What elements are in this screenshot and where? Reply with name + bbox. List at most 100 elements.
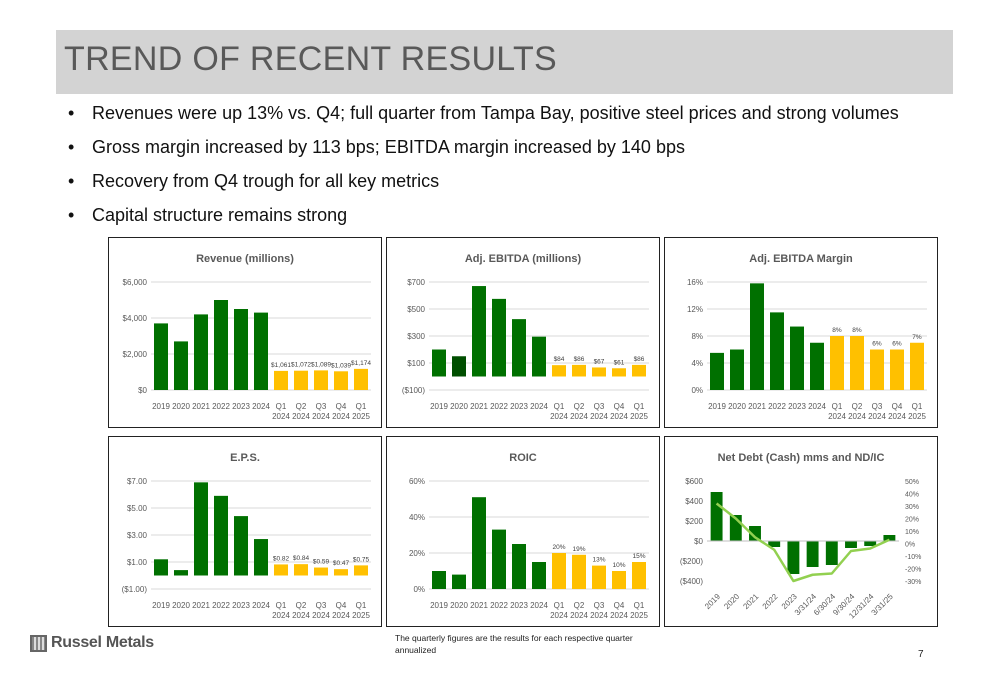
x-tick-label: 2024 — [590, 412, 608, 421]
x-tick-label: 2019 — [152, 402, 170, 411]
bar — [174, 570, 188, 576]
x-tick-label: 2024 — [332, 611, 350, 620]
bar — [552, 365, 566, 377]
bar — [512, 544, 526, 589]
data-label: 6% — [872, 341, 882, 348]
y-tick-label: $700 — [407, 278, 425, 287]
bar — [870, 349, 884, 390]
bar — [864, 541, 877, 546]
y-tick-label: $200 — [685, 517, 703, 526]
x-tick-label: 3/31/25 — [870, 592, 896, 618]
bar — [825, 541, 838, 565]
x-tick-label: 2020 — [728, 402, 746, 411]
x-tick-label: 2022 — [212, 601, 230, 610]
x-tick-label: 2019 — [430, 601, 448, 610]
bar — [612, 368, 626, 377]
y-tick-label: $1.00 — [127, 558, 148, 567]
page-number: 7 — [918, 649, 924, 660]
x-tick-label: 2024 — [888, 412, 906, 421]
x-tick-label: Q2 — [296, 402, 307, 411]
x-tick-label: 2020 — [722, 592, 741, 611]
y-tick-label: $7.00 — [127, 477, 148, 486]
y-tick-label: ($200) — [680, 557, 703, 566]
x-tick-label: Q4 — [892, 402, 903, 411]
x-tick-label: 2024 — [530, 402, 548, 411]
x-tick-label: Q3 — [594, 601, 605, 610]
bar — [883, 535, 896, 541]
data-label: $61 — [614, 359, 625, 366]
x-tick-label: 2021 — [470, 601, 488, 610]
x-tick-label: 2021 — [192, 402, 210, 411]
x-tick-label: 2022 — [490, 402, 508, 411]
x-tick-label: 2023 — [232, 601, 250, 610]
bar — [472, 286, 486, 377]
y2-tick-label: -20% — [905, 567, 921, 574]
x-tick-label: 2022 — [761, 592, 780, 611]
bar — [592, 565, 606, 589]
x-tick-label: Q1 — [276, 402, 287, 411]
title-bar: TREND OF RECENT RESULTS — [56, 30, 953, 94]
x-tick-label: 2020 — [172, 601, 190, 610]
data-label: 20% — [552, 544, 565, 551]
data-label: 15% — [632, 553, 645, 560]
bar — [552, 553, 566, 589]
x-tick-label: 2025 — [352, 412, 370, 421]
chart-panel-netdebt: Net Debt (Cash) mms and ND/IC ($400) ($200… — [664, 436, 938, 627]
chart-panel-eps: E.P.S. ($1.00) $1.00 $3.00 $5.00 $7.00 2019 202… — [108, 436, 382, 627]
data-label: 7% — [912, 334, 922, 341]
ebitda-chart: Adj. EBITDA (millions) ($100) $100 $300 $500… — [402, 253, 649, 421]
x-tick-label: 2019 — [703, 592, 722, 611]
y-tick-label: 0% — [413, 585, 425, 594]
x-tick-label: Q1 — [634, 402, 645, 411]
bar — [492, 298, 506, 377]
data-label: $84 — [554, 356, 565, 363]
y-tick-label: 8% — [691, 332, 703, 341]
x-tick-label: 2024 — [828, 412, 846, 421]
x-tick-label: Q3 — [316, 402, 327, 411]
x-tick-label: 2024 — [252, 601, 270, 610]
x-tick-label: 2024 — [570, 611, 588, 620]
x-tick-label: 2021 — [748, 402, 766, 411]
x-tick-label: Q2 — [574, 402, 585, 411]
y-tick-label: 16% — [687, 278, 703, 287]
bullet-marker: • — [68, 171, 75, 191]
data-label: 13% — [592, 557, 605, 564]
data-label: 10% — [612, 562, 625, 569]
logo-text: Russel Metals — [51, 634, 154, 651]
x-tick-label: 2021 — [192, 601, 210, 610]
ratio-line — [715, 502, 890, 583]
bar — [730, 349, 744, 390]
data-label: $0.47 — [333, 560, 350, 567]
x-tick-label: 2024 — [332, 412, 350, 421]
data-label: $0.75 — [353, 556, 370, 563]
x-tick-label: 2024 — [530, 601, 548, 610]
x-tick-label: 2022 — [212, 402, 230, 411]
bar — [750, 283, 764, 390]
y-tick-label: $400 — [685, 497, 703, 506]
x-tick-label: 2022 — [490, 601, 508, 610]
bullet-item: • Revenues were up 13% vs. Q4; full quart… — [68, 98, 899, 132]
chart-title: ROIC — [509, 452, 537, 464]
bar — [174, 341, 188, 390]
x-tick-label: 2023 — [232, 402, 250, 411]
x-tick-label: 2022 — [768, 402, 786, 411]
page-title: TREND OF RECENT RESULTS — [64, 40, 558, 78]
y-tick-label: $3.00 — [127, 531, 148, 540]
bar — [632, 364, 646, 377]
bar — [452, 356, 466, 377]
x-tick-label: 2021 — [470, 402, 488, 411]
y2-tick-label: 30% — [905, 504, 919, 511]
bar — [194, 482, 208, 576]
x-tick-label: Q1 — [554, 601, 565, 610]
x-tick-label: 2025 — [630, 412, 648, 421]
data-label: 8% — [832, 327, 842, 334]
y2-tick-label: 0% — [905, 542, 915, 549]
bullet-text: Capital structure remains strong — [92, 205, 348, 225]
x-tick-label: Q1 — [832, 402, 843, 411]
x-tick-label: Q4 — [336, 402, 347, 411]
data-label: $86 — [574, 356, 585, 363]
y-tick-label: $4,000 — [123, 314, 148, 323]
bar — [354, 565, 368, 576]
bullet-item: • Gross margin increased by 113 bps; EBIT… — [68, 132, 899, 166]
y-tick-label: ($100) — [402, 386, 425, 395]
